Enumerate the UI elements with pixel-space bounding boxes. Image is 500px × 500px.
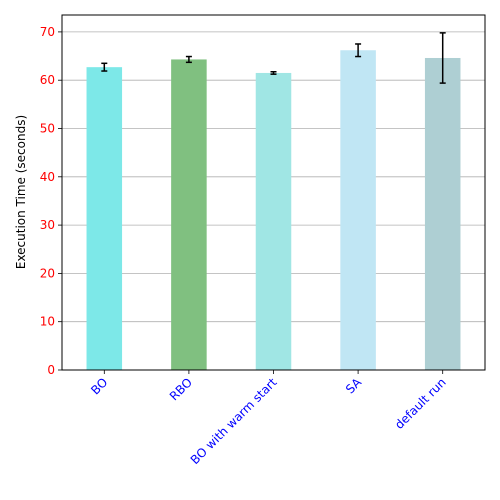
y-tick-label: 40 [40,170,55,184]
error-bars [101,32,446,84]
y-tick-label: 0 [47,363,55,377]
bar [340,50,376,370]
bar [424,57,461,371]
bar [255,72,292,371]
x-tick-label: BO with warm start [188,375,280,467]
bar [86,67,123,370]
y-tick-label: 20 [40,266,55,280]
y-tick-label: 50 [40,122,55,136]
x-tick-label: SA [343,375,365,397]
y-tick-label: 10 [40,315,55,329]
x-tick-label: RBO [167,375,195,403]
y-tick-label: 30 [40,218,55,232]
y-axis-ticks: 0 10 20 30 40 50 60 70 [40,25,62,377]
x-tick-label: default run [392,375,449,432]
y-axis-label: Execution Time (seconds) [14,115,28,269]
y-tick-label: 60 [40,73,55,87]
bar [171,59,207,371]
x-tick-label: BO [88,375,110,397]
y-tick-label: 70 [40,25,55,39]
bars [86,50,461,371]
